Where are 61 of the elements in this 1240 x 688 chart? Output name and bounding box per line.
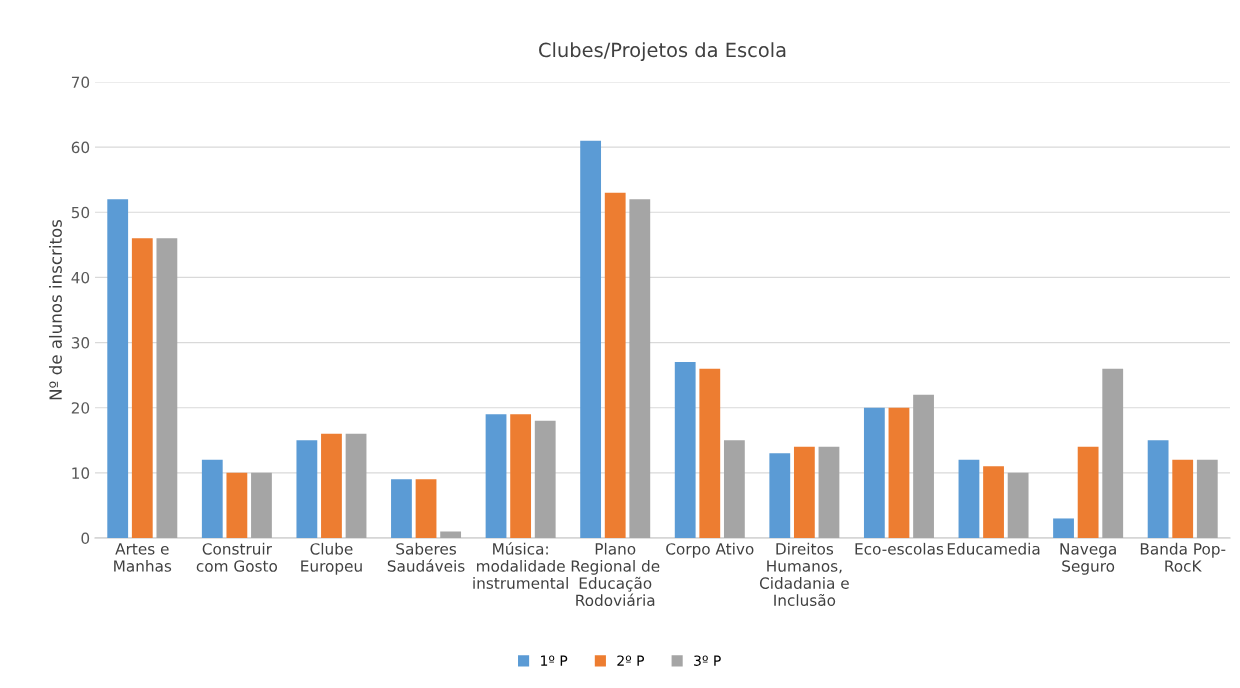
bar bbox=[321, 433, 342, 538]
bar bbox=[1007, 472, 1029, 538]
bar bbox=[580, 140, 602, 538]
bar bbox=[296, 440, 318, 538]
bar bbox=[1053, 518, 1074, 538]
x-tick-label: Educamedia bbox=[947, 542, 1040, 555]
bar bbox=[534, 420, 556, 538]
bar bbox=[107, 199, 129, 538]
bar bbox=[1077, 446, 1099, 538]
bar bbox=[863, 407, 885, 538]
y-tick-label: 30 bbox=[71, 337, 90, 349]
x-tick-label: Música: modalidade instrumental bbox=[473, 542, 568, 589]
bar bbox=[510, 414, 532, 538]
bar bbox=[391, 479, 412, 538]
bar bbox=[699, 368, 721, 538]
y-tick-label: 50 bbox=[71, 206, 90, 219]
bar bbox=[958, 459, 980, 538]
bar bbox=[983, 466, 1004, 538]
x-tick-label: Corpo Ativo bbox=[666, 542, 754, 558]
chart-title: Clubes/Projetos da Escola bbox=[539, 42, 786, 62]
x-tick-label: Navega Seguro bbox=[1060, 543, 1116, 575]
y-tick-label: 70 bbox=[71, 76, 90, 89]
bar bbox=[415, 479, 437, 538]
x-tick-label: Saberes Saudáveis bbox=[387, 542, 465, 572]
bar bbox=[888, 407, 910, 538]
bar bbox=[156, 238, 178, 538]
legend-label: 1º P bbox=[541, 655, 568, 666]
bar bbox=[604, 192, 626, 538]
bar bbox=[629, 199, 651, 538]
bar bbox=[1196, 459, 1218, 538]
bar bbox=[818, 446, 840, 538]
x-tick-label: Artes e Manhas bbox=[114, 543, 172, 572]
bar bbox=[674, 362, 696, 538]
x-tick-label: Plano Regional de Educação Rodoviária bbox=[571, 542, 660, 607]
y-axis-title: Nº de alunos inscritos bbox=[49, 219, 62, 400]
bar bbox=[793, 446, 815, 538]
bar bbox=[226, 472, 248, 538]
bar bbox=[440, 531, 462, 538]
y-tick-label: 20 bbox=[71, 402, 90, 414]
bar bbox=[201, 459, 223, 538]
x-tick-label: Eco-escolas bbox=[855, 542, 944, 555]
legend-label: 3º P bbox=[694, 655, 721, 666]
x-tick-label: Construir com Gosto bbox=[196, 542, 278, 572]
bar bbox=[485, 414, 507, 538]
y-tick-label: 0 bbox=[81, 532, 90, 545]
x-tick-label: Clube Europeu bbox=[301, 542, 362, 575]
bar bbox=[251, 472, 272, 538]
bar bbox=[723, 440, 745, 538]
x-tick-label: Banda Pop- RocK bbox=[1140, 542, 1226, 572]
y-tick-label: 40 bbox=[71, 271, 90, 284]
legend-label: 2º P bbox=[617, 655, 645, 666]
x-tick-label: Direitos Humanos, Cidadania e Inclusão bbox=[759, 542, 849, 607]
bar bbox=[769, 453, 791, 538]
bar bbox=[1147, 440, 1169, 538]
y-tick-label: 60 bbox=[71, 141, 90, 154]
bar bbox=[1102, 368, 1124, 538]
bar bbox=[131, 238, 153, 538]
bar bbox=[345, 433, 367, 538]
y-tick-label: 10 bbox=[72, 467, 90, 479]
bar bbox=[913, 394, 934, 538]
bar bbox=[1172, 459, 1194, 538]
